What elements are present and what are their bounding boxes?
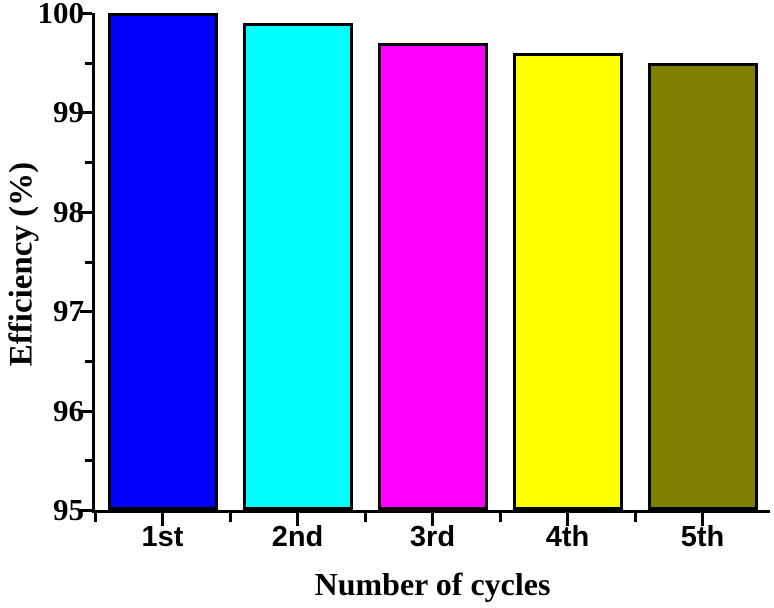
y-tick-label: 99: [53, 94, 84, 130]
y-axis-title: Efficiency (%): [3, 161, 40, 367]
x-tick-label: 5th: [680, 521, 725, 553]
y-minor-tick: [85, 459, 92, 463]
y-major-tick: [80, 409, 92, 413]
y-tick-label: 98: [53, 193, 84, 229]
y-tick-label: 95: [53, 492, 84, 527]
y-major-tick: [80, 310, 92, 314]
x-minor-tick: [93, 513, 97, 522]
x-tick-label: 1st: [141, 521, 184, 553]
x-minor-tick: [633, 513, 637, 522]
x-major-tick: [296, 513, 299, 526]
bar-5th: [647, 63, 758, 510]
x-minor-tick: [228, 513, 232, 522]
y-tick-label: 100: [37, 0, 85, 30]
x-minor-tick: [498, 513, 502, 522]
y-major-tick: [80, 210, 92, 214]
x-axis-title: Number of cycles: [314, 566, 551, 602]
y-major-tick: [80, 111, 92, 115]
bar-1st: [107, 13, 218, 510]
y-tick-label: 96: [53, 392, 84, 428]
y-major-tick: [80, 12, 92, 15]
bar-3rd: [377, 43, 488, 510]
x-major-tick: [566, 513, 569, 526]
y-minor-tick: [85, 161, 92, 165]
x-minor-tick: [363, 513, 367, 522]
x-tick-label: 3rd: [409, 521, 456, 553]
bar-4th: [512, 53, 623, 510]
y-minor-tick: [85, 359, 92, 363]
x-major-tick: [161, 513, 164, 526]
y-tick-label: 97: [53, 293, 84, 329]
x-tick-label: 4th: [545, 521, 590, 553]
y-major-tick: [80, 509, 92, 512]
x-tick-label: 2nd: [271, 521, 324, 553]
x-major-tick: [431, 513, 434, 526]
bar-2nd: [242, 23, 353, 510]
plot-area: [80, 12, 770, 526]
y-minor-tick: [85, 61, 92, 65]
y-minor-tick: [85, 260, 92, 264]
x-major-tick: [701, 513, 704, 526]
